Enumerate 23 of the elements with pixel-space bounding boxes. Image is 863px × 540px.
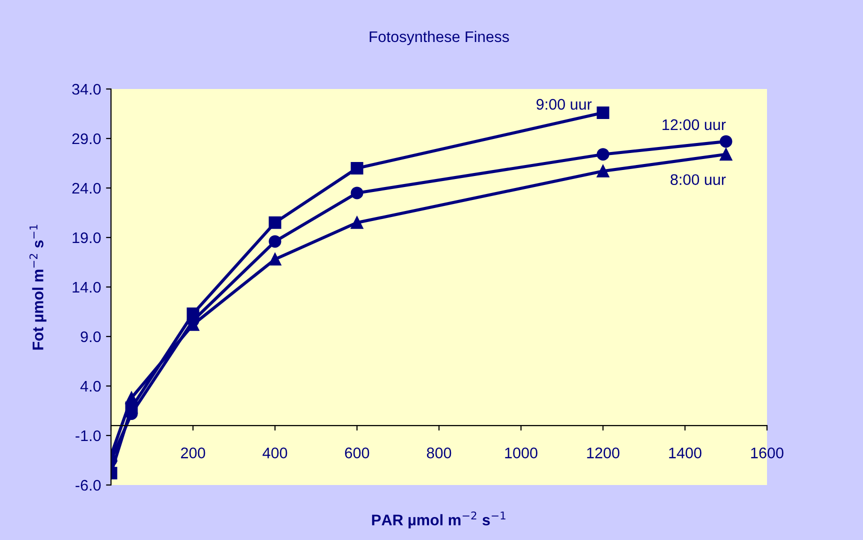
chart-title: Fotosynthese Finess [370, 30, 509, 46]
y-tick-label: -1.0 [76, 430, 101, 442]
y-tick-label: 19.0 [72, 232, 101, 244]
x-tick-label: 800 [426, 448, 452, 458]
x-tick-label: 200 [181, 448, 206, 458]
y-tick-label: -6.0 [76, 480, 101, 491]
y-tick-label: 29.0 [72, 133, 101, 144]
series-label: 8:00 uur [670, 174, 726, 186]
y-tick-label: 34.0 [72, 84, 101, 95]
x-tick-label: 1400 [669, 448, 702, 458]
x-tick-label: 1600 [751, 448, 784, 458]
x-axis-title: PAR µmol m$^{−2}$ s$^{−1}$ [372, 511, 506, 528]
x-tick-label: 1000 [505, 448, 538, 458]
series-label: 12:00 uur [662, 119, 726, 130]
series-label: 9:00 uur [536, 98, 592, 110]
y-tick-label: 24.0 [72, 182, 101, 194]
x-tick-label: 600 [345, 448, 370, 458]
y-axis-title: Fot µmol m$^{−2}$ s$^{−1}$ [29, 224, 46, 350]
y-tick-label: 4.0 [80, 380, 101, 392]
x-tick-label: 1200 [587, 448, 620, 458]
x-tick-label: 400 [262, 448, 288, 458]
y-tick-label: 14.0 [72, 282, 101, 293]
y-tick-label: 9.0 [80, 331, 101, 342]
